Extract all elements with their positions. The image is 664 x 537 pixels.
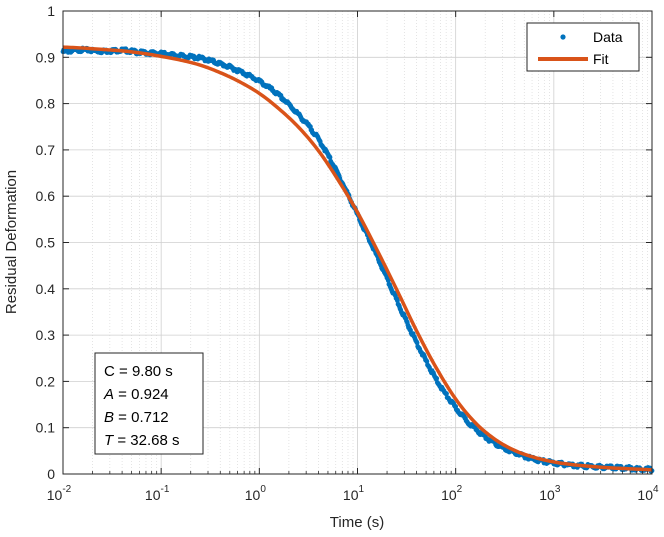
y-tick-label: 0.4 xyxy=(36,281,56,297)
legend: Data Fit xyxy=(526,22,640,72)
annotation-line-a: A = 0.924 xyxy=(103,386,169,403)
x-tick-labels: 10-2 10-1 100 101 102 103 104 xyxy=(47,484,659,503)
y-axis-label: Residual Deformation xyxy=(3,170,20,314)
data-point xyxy=(414,340,420,346)
y-tick-label: 0 xyxy=(47,466,55,482)
data-point xyxy=(385,278,391,283)
annotation-box: C = 9.80 s A = 0.924 B = 0.712 T = 32.68… xyxy=(94,352,204,455)
y-tick-label: 0.8 xyxy=(36,96,56,112)
x-tick-label: 10-1 xyxy=(145,484,170,503)
y-tick-labels: 0 0.1 0.2 0.3 0.4 0.5 0.6 0.7 0.8 0.9 1 xyxy=(36,3,56,482)
legend-fit-label: Fit xyxy=(593,51,609,67)
x-tick-label: 10-2 xyxy=(47,484,72,503)
x-tick-label: 100 xyxy=(245,484,267,503)
y-tick-label: 0.5 xyxy=(36,235,56,251)
annotation-line-b: B = 0.712 xyxy=(104,409,169,426)
legend-data-marker xyxy=(560,34,566,40)
y-tick-label: 0.2 xyxy=(36,373,56,389)
x-tick-label: 101 xyxy=(343,484,365,503)
annotation-line-c: C = 9.80 s xyxy=(104,363,173,380)
y-tick-label: 0.7 xyxy=(36,142,56,158)
x-tick-label: 102 xyxy=(441,484,463,503)
data-point xyxy=(444,391,449,397)
data-point xyxy=(395,298,400,304)
fit-line xyxy=(62,45,653,472)
y-tick-label: 0.6 xyxy=(36,188,56,204)
axis-ticks xyxy=(62,10,653,475)
fit-series xyxy=(62,45,653,472)
y-tick-label: 0.3 xyxy=(36,327,56,343)
data-point xyxy=(327,154,333,160)
annotation-line-t: T = 32.68 s xyxy=(104,432,179,449)
annotation-frame xyxy=(94,352,204,455)
y-tick-label: 0.9 xyxy=(36,49,56,65)
x-tick-label: 104 xyxy=(637,484,659,503)
legend-data-label: Data xyxy=(593,29,623,45)
y-tick-label: 1 xyxy=(47,3,55,19)
y-tick-label: 0.1 xyxy=(36,420,56,436)
data-point xyxy=(434,376,440,381)
x-tick-label: 103 xyxy=(539,484,561,503)
legend-box xyxy=(526,22,640,72)
x-axis-label: Time (s) xyxy=(330,514,384,531)
